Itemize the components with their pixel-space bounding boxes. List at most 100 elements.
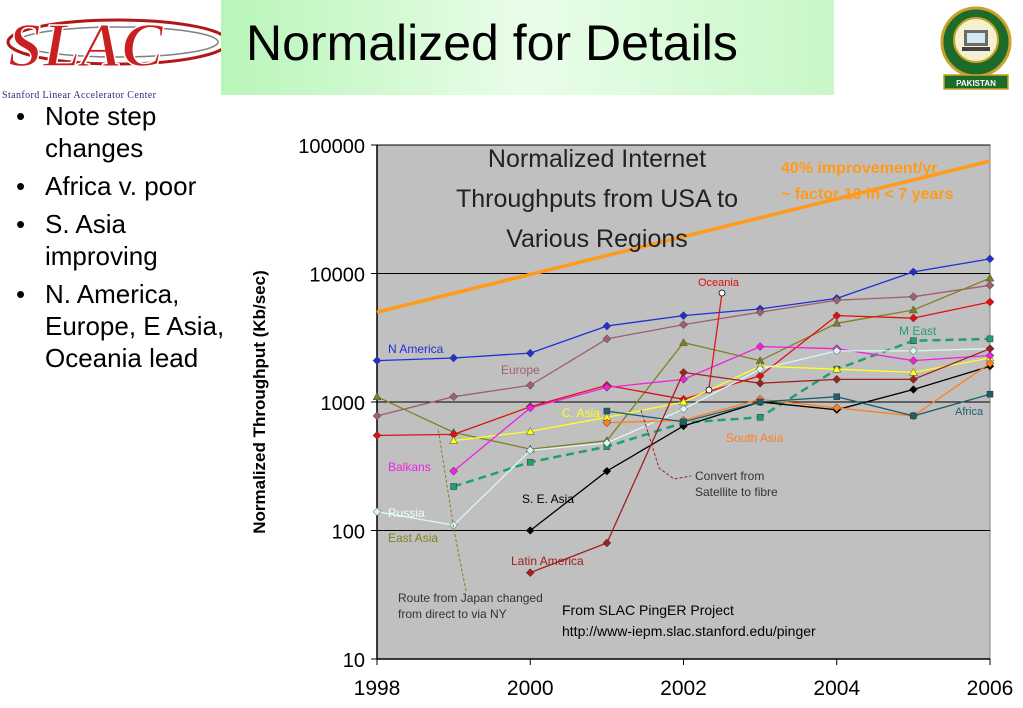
slide-title: Normalized for Details [246, 15, 738, 71]
series-line [453, 345, 991, 472]
x-tick-label: 2002 [660, 677, 707, 700]
series-label: C. Asia [562, 406, 600, 420]
data-point [755, 364, 765, 374]
annotation-fibre: Convert from [695, 469, 764, 483]
y-tick-label: 10000 [309, 265, 365, 287]
data-point [985, 358, 995, 368]
data-point [832, 318, 842, 327]
data-point [680, 418, 687, 426]
annotation-source: http://www-iepm.slac.stanford.edu/pinger [562, 623, 816, 639]
oceania-arrow [708, 292, 723, 389]
data-point [833, 393, 840, 400]
trend-label: ~ factor 10 in < 7 years [781, 186, 954, 203]
data-point [602, 538, 612, 548]
data-point [755, 342, 765, 351]
data-point [525, 446, 535, 455]
data-point [986, 390, 994, 398]
data-point [679, 404, 688, 414]
data-point [832, 375, 842, 384]
series-line [453, 357, 991, 442]
data-point [679, 338, 688, 346]
data-point [909, 313, 918, 323]
chart-title-line: Throughputs from USA to [456, 185, 738, 213]
data-point [985, 273, 995, 282]
bullet-item: S. Asia improving [14, 208, 229, 272]
series-label: S. E. Asia [522, 492, 574, 506]
y-tick-label: 100000 [298, 136, 365, 158]
data-point [449, 392, 458, 402]
bullet-item: Africa v. poor [14, 170, 229, 202]
data-point [832, 311, 842, 320]
data-point [909, 375, 918, 384]
data-point [527, 458, 534, 466]
data-point [602, 383, 612, 392]
data-point [603, 407, 611, 415]
data-point [910, 412, 917, 420]
data-point [525, 380, 535, 390]
x-tick-label: 2000 [507, 677, 554, 700]
university-seal: PAKISTAN [938, 0, 1014, 95]
data-point [602, 418, 612, 428]
data-point [909, 292, 918, 302]
data-point [525, 426, 535, 435]
bullet-item: N. America, Europe, E Asia, Oceania lead [14, 278, 229, 374]
y-tick-label: 10 [343, 650, 365, 672]
data-point [449, 466, 458, 476]
data-point [985, 254, 995, 264]
data-point [832, 346, 842, 356]
slac-logo: SLAC Stanford Linear Accelerator Center [0, 0, 232, 101]
data-point [832, 295, 842, 305]
data-point [602, 466, 612, 476]
series-label: Africa [955, 406, 984, 418]
data-point [525, 526, 535, 535]
data-point [985, 297, 995, 307]
data-point [449, 353, 458, 363]
data-point [756, 398, 764, 406]
data-point [602, 438, 612, 448]
data-point [910, 337, 917, 344]
x-tick-label: 2006 [967, 677, 1014, 700]
y-tick-label: 100 [332, 522, 365, 544]
oceania-callout-point [718, 289, 726, 297]
series-label: M East [899, 324, 937, 338]
data-point [755, 307, 765, 317]
data-point [679, 368, 688, 377]
trend-line [376, 159, 991, 314]
annotation-source: From SLAC PingER Project [562, 602, 734, 618]
annotation-route: from direct to via NY [398, 607, 507, 621]
x-tick-label: 1998 [354, 677, 401, 700]
data-point [525, 348, 535, 358]
data-point [909, 356, 918, 365]
series-line [453, 337, 991, 488]
series-label: Europe [501, 363, 540, 377]
series-label: Russia [388, 506, 425, 520]
data-point [372, 392, 382, 400]
data-point [832, 403, 842, 413]
title-banner [221, 0, 834, 95]
slac-wordmark: SLAC [8, 12, 164, 80]
data-point [909, 385, 918, 394]
data-point [450, 483, 457, 490]
data-point [986, 335, 994, 343]
y-tick-label: 1000 [321, 393, 366, 415]
data-point [372, 356, 382, 365]
data-point [525, 403, 535, 413]
data-point [832, 364, 842, 373]
bullet-item: Note step changes [14, 100, 229, 164]
series-label: N America [388, 342, 444, 356]
series-line [606, 393, 991, 423]
data-point [525, 568, 535, 577]
data-point [449, 436, 459, 444]
data-point [602, 321, 612, 331]
annotation-leader [640, 409, 692, 480]
data-point [372, 431, 382, 440]
data-point [985, 344, 995, 354]
data-point [909, 346, 918, 356]
annotation-leader [437, 427, 467, 592]
data-point [679, 320, 688, 329]
bullet-list: Note step changes Africa v. poor S. Asia… [14, 100, 229, 380]
oceania-callout-point [705, 386, 713, 394]
x-tick-label: 2004 [813, 677, 860, 700]
y-axis-label: Normalized Throughput (Kb/sec) [250, 270, 269, 534]
seal-caption: PAKISTAN [956, 79, 996, 88]
